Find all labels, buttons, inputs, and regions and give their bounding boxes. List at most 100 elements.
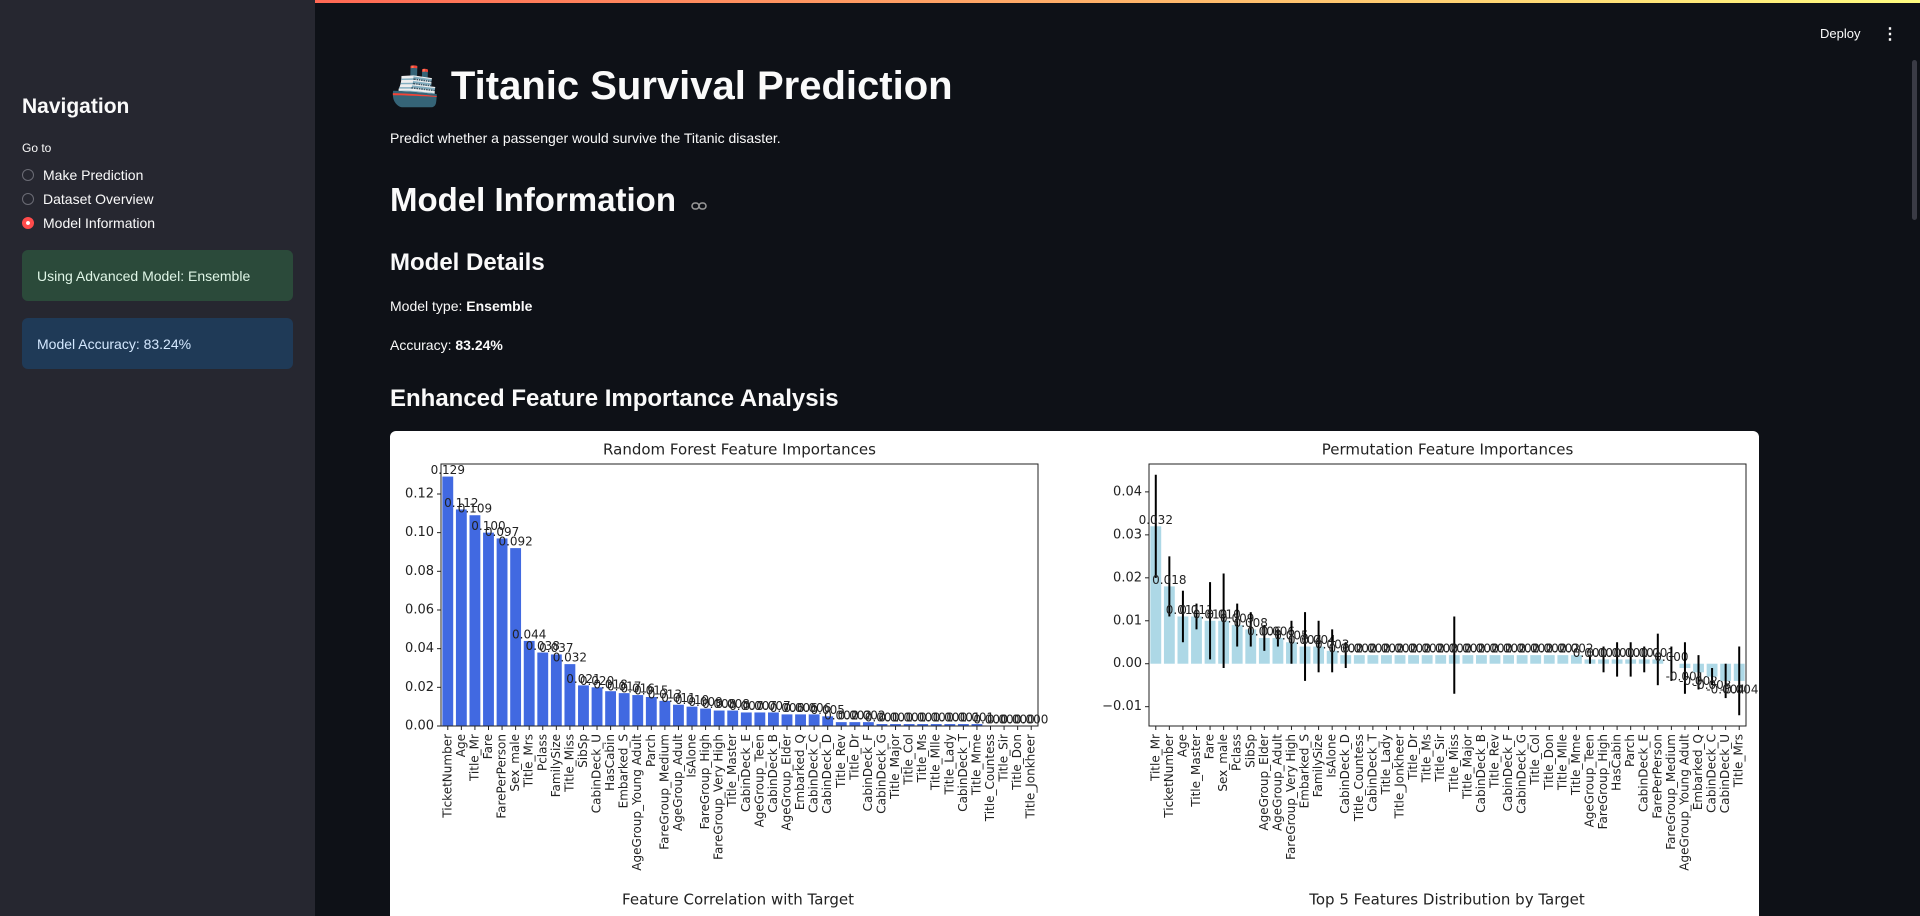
bar (1353, 655, 1365, 664)
bar (1408, 655, 1420, 664)
value-label: 0.003 (1315, 637, 1349, 651)
plot-frame (440, 463, 1039, 727)
radio-text[interactable]: Model Information (43, 215, 156, 231)
chart-card: Feature Correlation with Target Top 5 Fe… (390, 431, 1759, 916)
value-label: 0.000 (973, 713, 1007, 727)
bar (632, 695, 644, 726)
bar (1516, 655, 1528, 664)
y-tick-label: 0.04 (405, 641, 434, 656)
radio-option[interactable]: Dataset Overview (22, 191, 153, 207)
x-tick-label: Title_Don (1010, 734, 1024, 791)
x-tick-label: CabinDeck_U (590, 734, 604, 813)
value-label: 0.013 (648, 687, 682, 701)
x-tick-label: Title_Mme (1569, 734, 1583, 796)
bar (1272, 637, 1284, 664)
deploy-button[interactable]: Deploy (1820, 26, 1861, 41)
value-label: 0.002 (1491, 642, 1525, 656)
next-chart-title: Top 5 Features Distribution by Target (1308, 891, 1585, 909)
value-label: 0.002 (1424, 642, 1458, 656)
accuracy-value: 83.24% (455, 337, 503, 353)
value-label: 0.001 (1573, 646, 1607, 660)
value-label: 0.037 (539, 641, 573, 655)
bar (578, 685, 589, 726)
x-tick-label: Title_Major (888, 734, 902, 800)
x-tick-label: Pclass (535, 734, 549, 771)
value-label: 0.002 (1546, 642, 1580, 656)
bar (1530, 655, 1542, 664)
bar (510, 548, 522, 726)
value-label: 0.007 (756, 699, 790, 713)
value-label: 0.001 (1613, 646, 1647, 660)
menu-button[interactable]: ⋮ (1882, 26, 1898, 43)
radio-dot[interactable] (22, 193, 34, 205)
x-tick-label: AgeGroup_Adult (1270, 734, 1284, 831)
value-label: 0.001 (1627, 646, 1661, 660)
bar (890, 724, 901, 726)
x-tick-label: Title_Mrs (1732, 734, 1746, 788)
y-tick-label: 0.02 (405, 680, 434, 695)
value-label: 0.000 (987, 713, 1021, 727)
radio-text[interactable]: Make Prediction (43, 167, 144, 183)
value-label: 0.100 (471, 519, 505, 533)
bar (496, 538, 508, 726)
value-label: 0.010 (1206, 607, 1240, 621)
value-label: 0.006 (783, 701, 817, 715)
radio-dot[interactable] (22, 169, 34, 181)
radio-option[interactable]: Make Prediction (22, 167, 143, 183)
bar (645, 696, 657, 726)
x-tick-label: CabinDeck_U (1718, 734, 1732, 813)
value-label: 0.006 (1247, 624, 1281, 638)
bar (835, 722, 847, 726)
accuracy-label: Accuracy: (390, 337, 452, 353)
y-tick-label: 0.00 (405, 719, 434, 734)
x-tick-label: Title_Dr (847, 734, 861, 781)
value-label: 0.008 (716, 697, 750, 711)
radio-text[interactable]: Dataset Overview (43, 191, 154, 207)
bar (944, 724, 956, 726)
x-tick-label: Embarked_S (617, 734, 631, 808)
x-tick-label: IsAlone (1325, 734, 1339, 778)
x-tick-label: Age (454, 734, 468, 757)
bar (550, 654, 562, 726)
bar (1163, 586, 1175, 664)
success-box: Using Advanced Model: Ensemble (22, 250, 293, 301)
value-label: 0.032 (553, 651, 587, 665)
x-tick-label: CabinDeck_F (861, 734, 875, 811)
x-tick-label: FareGroup_Very High (712, 734, 726, 860)
bar (822, 716, 834, 726)
bar (740, 712, 752, 726)
x-tick-label: FamilySize (1311, 734, 1325, 797)
x-tick-label: Embarked_S (1298, 734, 1312, 808)
value-label: 0.002 (824, 709, 858, 723)
value-label: 0.021 (566, 672, 600, 686)
value-label: 0.005 (1274, 629, 1308, 643)
x-tick-label: SibSp (1243, 734, 1257, 768)
radio-option[interactable]: Model Information (22, 215, 155, 231)
bar (971, 724, 983, 726)
x-tick-label: FarePerPerson (495, 734, 509, 819)
radio-dot[interactable] (22, 217, 34, 229)
chart-title: Permutation Feature Importances (1322, 441, 1574, 459)
details-heading: Model Details (390, 249, 545, 276)
section-title: Model Information (390, 181, 676, 218)
x-tick-label: FareGroup_Medium (1664, 734, 1678, 850)
x-tick-label: Title_Mlle (1555, 734, 1569, 791)
x-tick-label: Pclass (1230, 734, 1244, 771)
bar (1489, 655, 1501, 664)
value-label: 0.004 (1301, 633, 1335, 647)
value-label: 0.001 (865, 711, 899, 725)
value-label: 0.002 (851, 709, 885, 723)
value-label: 0.002 (1369, 642, 1403, 656)
value-label: 0.092 (498, 535, 532, 549)
x-tick-label: FareGroup_Medium (657, 734, 671, 850)
bar (1435, 655, 1447, 664)
bar (1150, 526, 1162, 664)
bar (1543, 655, 1555, 664)
value-label: 0.015 (634, 683, 668, 697)
x-tick-label: Title_Miss (1447, 734, 1461, 793)
link-icon[interactable] (691, 201, 707, 211)
value-label: 0.002 (1478, 642, 1512, 656)
bar (862, 722, 874, 726)
x-tick-label: Title_Lady (942, 734, 956, 795)
